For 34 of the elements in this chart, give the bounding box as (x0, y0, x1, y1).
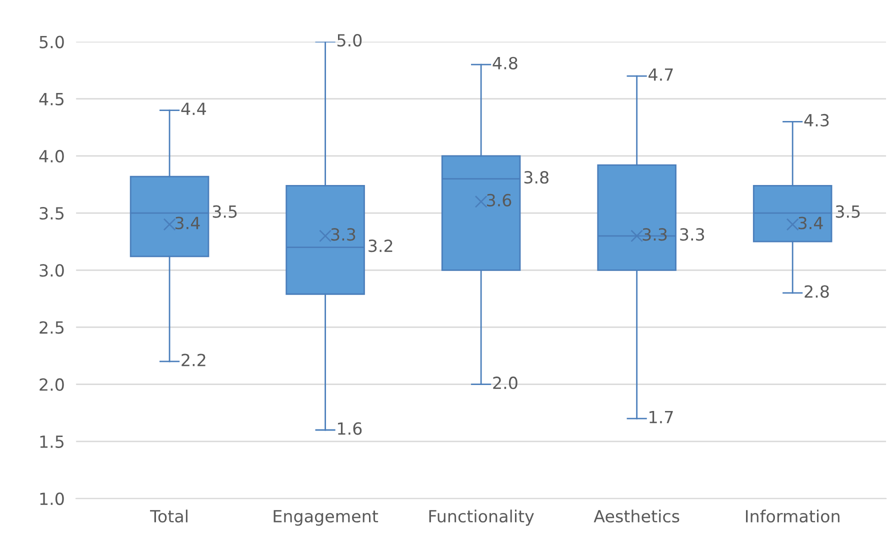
annotation: 3.5 (212, 205, 237, 218)
annotation: 5.0 (337, 34, 362, 47)
annotation: 3.8 (524, 171, 548, 184)
annotation: 3.4 (175, 216, 200, 230)
y-tick-label: 1.0 (40, 492, 64, 506)
x-tick-label: Functionality (429, 510, 534, 526)
annotation: 4.4 (181, 102, 206, 115)
annotation: 4.3 (804, 114, 829, 127)
y-tick-label: 4.0 (39, 150, 64, 163)
y-tick-label: 3.0 (40, 264, 64, 277)
annotation: 1.7 (650, 411, 673, 424)
annotation: 3.3 (642, 228, 667, 241)
y-tick-label: 4.5 (39, 93, 64, 106)
annotation: 3.3 (680, 228, 704, 241)
annotation: 1.6 (338, 422, 362, 435)
y-tick-label: 5.0 (40, 36, 64, 48)
y-tick-label: 3.5 (40, 207, 64, 220)
annotation: 2.0 (493, 376, 518, 390)
annotation: 2.2 (182, 354, 206, 366)
annotation: 3.5 (836, 205, 860, 218)
annotation: 3.4 (798, 216, 823, 230)
y-tick-label: 2.5 (40, 321, 64, 334)
x-tick-label: Aesthetics (594, 510, 680, 523)
x-tick-label: Information (746, 510, 840, 523)
annotation: 3.3 (331, 228, 356, 241)
annotation: 4.7 (648, 68, 673, 81)
x-tick-label: Total (150, 510, 188, 523)
y-tick-label: 2.0 (40, 378, 64, 391)
y-tick-label: 1.5 (40, 436, 64, 448)
annotation: 2.8 (804, 285, 829, 298)
x-tick-label: Engagement (274, 510, 378, 526)
annotation: 3.6 (487, 194, 512, 206)
annotation: 3.2 (368, 240, 392, 252)
annotation: 4.8 (492, 56, 518, 70)
